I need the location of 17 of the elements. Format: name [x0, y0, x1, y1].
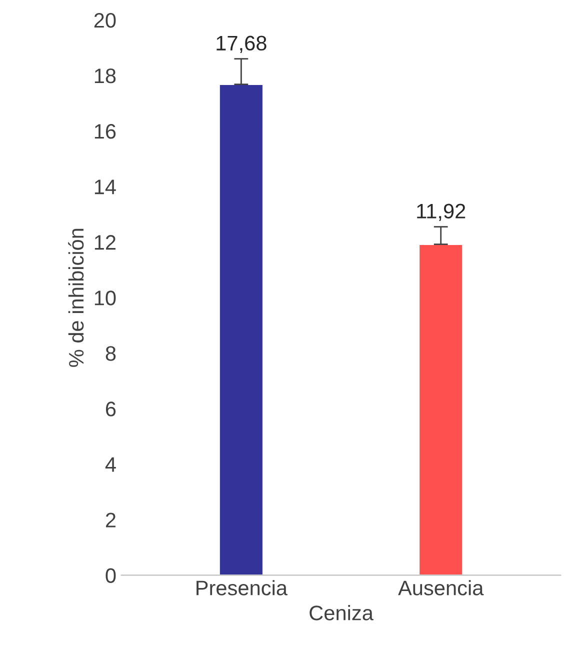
y-tick-label: 6 [106, 402, 116, 416]
x-tick-label: Presencia [196, 580, 288, 596]
y-tick-label: 4 [105, 457, 116, 472]
data-label: 17,68 [216, 36, 266, 53]
y-tick-label: 10 [94, 290, 116, 306]
y-tick-label: 2 [106, 512, 116, 528]
y-tick-label: 20 [94, 12, 116, 28]
y-tick-label: 16 [94, 124, 116, 139]
y-axis-title: % de inhibición [68, 228, 84, 367]
y-tick-label: 0 [106, 568, 116, 583]
x-tick-label: Ausencia [398, 580, 484, 596]
y-tick-label: 8 [106, 346, 116, 361]
y-tick-label: 18 [94, 68, 116, 84]
y-tick-label: 14 [94, 180, 116, 194]
y-tick-label: 12 [94, 235, 116, 250]
data-label: 11,92 [417, 204, 466, 221]
x-axis-title: Ceniza [310, 605, 374, 620]
